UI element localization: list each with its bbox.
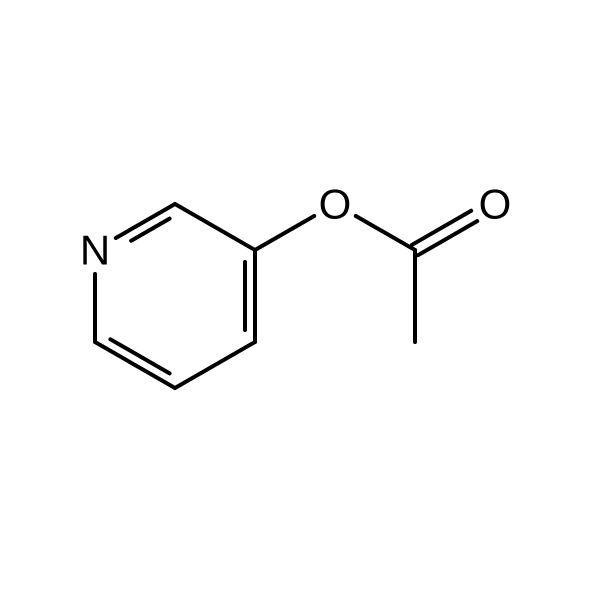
bond-layer [95,204,477,388]
bond [131,219,169,241]
molecule-diagram: NOO [0,0,600,600]
bond [356,216,415,250]
atom-label-n: N [80,227,110,274]
atom-label-o: O [479,181,512,228]
bond [95,342,175,388]
bond [175,204,255,250]
bond [255,216,314,250]
atom-label-o: O [319,181,352,228]
bond [175,342,255,388]
